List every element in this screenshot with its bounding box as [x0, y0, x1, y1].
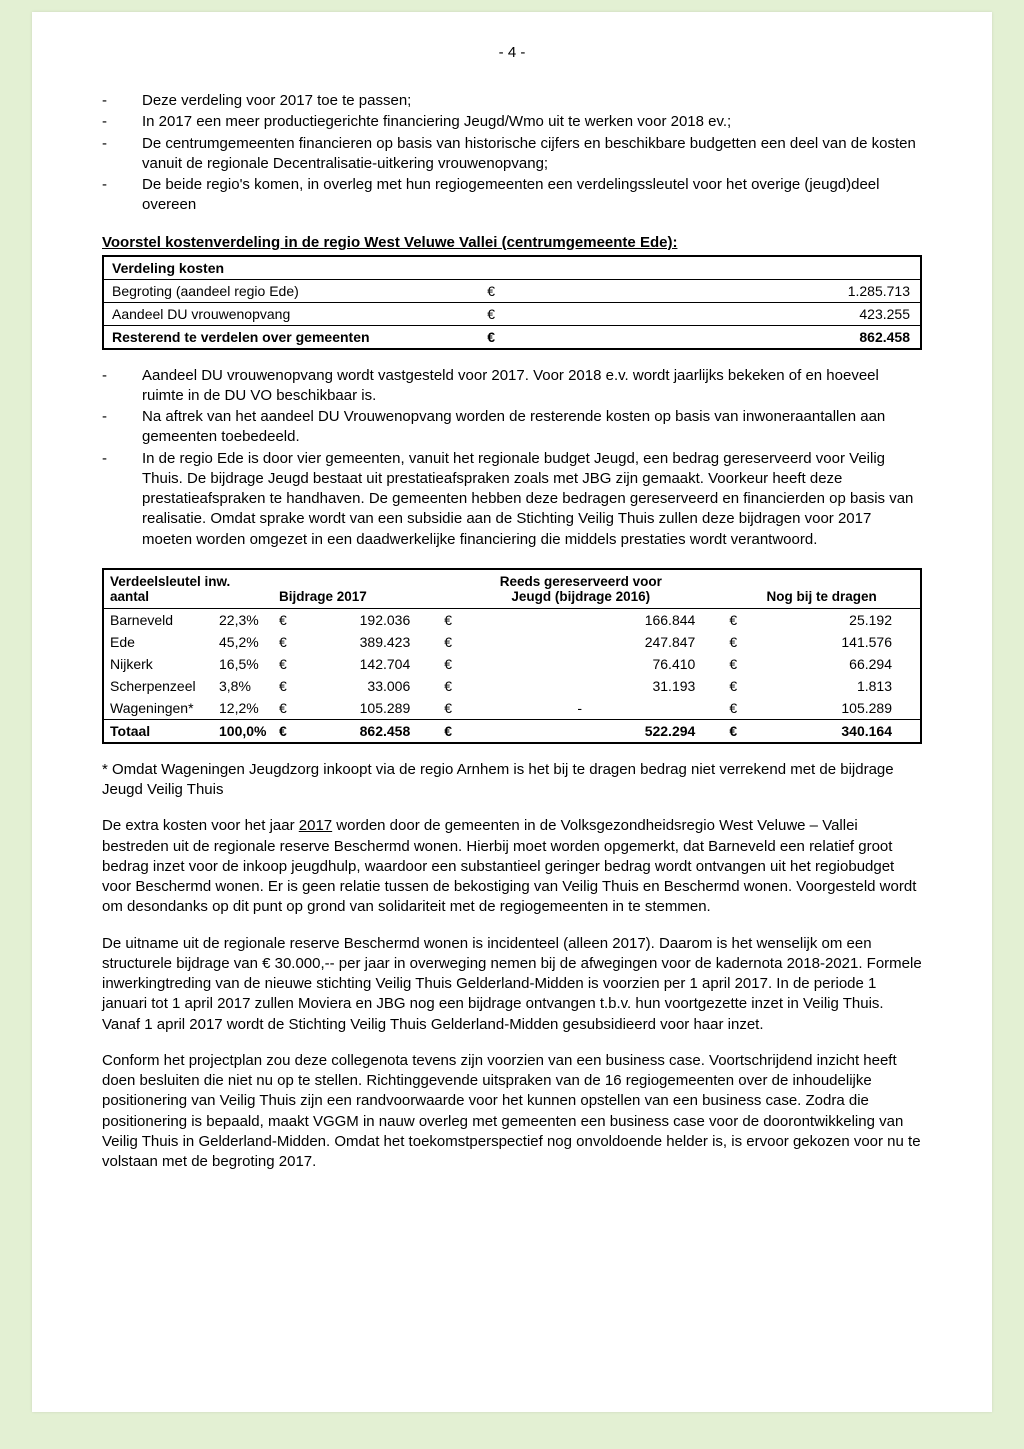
para3-pre: De extra kosten voor het jaar [102, 817, 299, 834]
row-bijdrage: 33.006 [293, 675, 438, 697]
list-item: De centrumgemeenten financieren op basis… [102, 134, 922, 175]
row-bijdrage: 389.423 [293, 631, 438, 653]
table-row: Ede 45,2% € 389.423 € 247.847 € 141.576 [103, 631, 921, 653]
table-row: Wageningen* 12,2% € 105.289 € - € 105.28… [103, 697, 921, 720]
row-currency: € [479, 279, 544, 302]
row-pct: 22,3% [213, 608, 273, 631]
row-nog: 105.289 [743, 697, 921, 720]
table-row: Aandeel DU vrouwenopvang € 423.255 [103, 302, 921, 325]
row-reeds: 166.844 [458, 608, 723, 631]
list-item: De beide regio's komen, in overleg met h… [102, 175, 922, 216]
list-item: Na aftrek van het aandeel DU Vrouwenopva… [102, 407, 922, 448]
table-row: Barneveld 22,3% € 192.036 € 166.844 € 25… [103, 608, 921, 631]
row-cur: € [273, 653, 293, 675]
row-pct: 16,5% [213, 653, 273, 675]
row-name: Barneveld [103, 608, 213, 631]
row-bijdrage: 142.704 [293, 653, 438, 675]
row-cur: € [723, 719, 743, 743]
table-row-total: Totaal 100,0% € 862.458 € 522.294 € 340.… [103, 719, 921, 743]
row-bijdrage: 105.289 [293, 697, 438, 720]
table-row: Begroting (aandeel regio Ede) € 1.285.71… [103, 279, 921, 302]
row-bijdrage: 192.036 [293, 608, 438, 631]
col-bijdrage: Bijdrage 2017 [273, 569, 438, 609]
col-reeds-line1: Reeds gereserveerd voor [500, 574, 662, 589]
list-item: Deze verdeling voor 2017 toe te passen; [102, 91, 922, 111]
row-cur: € [723, 697, 743, 720]
page-number: - 4 - [102, 44, 922, 61]
document-page: - 4 - Deze verdeling voor 2017 toe te pa… [32, 12, 992, 1412]
row-cur: € [438, 631, 458, 653]
verdeel-table: Verdeelsleutel inw. aantal Bijdrage 2017… [102, 568, 922, 744]
row-reeds: 31.193 [458, 675, 723, 697]
row-cur: € [273, 608, 293, 631]
row-nog: 25.192 [743, 608, 921, 631]
row-nog: 1.813 [743, 675, 921, 697]
row-amount: 1.285.713 [545, 279, 921, 302]
col-nog: Nog bij te dragen [723, 569, 921, 609]
bullet-list-top: Deze verdeling voor 2017 toe te passen; … [102, 91, 922, 216]
row-label: Begroting (aandeel regio Ede) [103, 279, 479, 302]
paragraph: De extra kosten voor het jaar 2017 worde… [102, 816, 922, 917]
list-item: Aandeel DU vrouwenopvang wordt vastgeste… [102, 366, 922, 407]
row-currency: € [479, 325, 544, 349]
row-cur: € [438, 719, 458, 743]
kosten-header: Verdeling kosten [103, 256, 921, 280]
row-nog: 141.576 [743, 631, 921, 653]
paragraph: Conform het projectplan zou deze college… [102, 1051, 922, 1173]
kosten-table: Verdeling kosten Begroting (aandeel regi… [102, 255, 922, 350]
row-cur: € [273, 631, 293, 653]
col-reeds: Reeds gereserveerd voor Jeugd (bijdrage … [438, 569, 723, 609]
row-reeds: 247.847 [458, 631, 723, 653]
row-name: Wageningen* [103, 697, 213, 720]
row-name: Ede [103, 631, 213, 653]
para3-year-underlined: 2017 [299, 817, 332, 834]
table-header-row: Verdeelsleutel inw. aantal Bijdrage 2017… [103, 569, 921, 609]
table-row-total: Resterend te verdelen over gemeenten € 8… [103, 325, 921, 349]
row-cur: € [723, 653, 743, 675]
row-cur: € [273, 675, 293, 697]
row-pct: 12,2% [213, 697, 273, 720]
row-cur: € [273, 719, 293, 743]
list-item: In de regio Ede is door vier gemeenten, … [102, 449, 922, 550]
row-bijdrage: 862.458 [293, 719, 438, 743]
row-cur: € [723, 675, 743, 697]
row-nog: 66.294 [743, 653, 921, 675]
row-label: Aandeel DU vrouwenopvang [103, 302, 479, 325]
row-reeds: 76.410 [458, 653, 723, 675]
row-amount: 862.458 [545, 325, 921, 349]
row-pct: 45,2% [213, 631, 273, 653]
table-row: Nijkerk 16,5% € 142.704 € 76.410 € 66.29… [103, 653, 921, 675]
footnote: * Omdat Wageningen Jeugdzorg inkoopt via… [102, 760, 922, 801]
row-name: Scherpenzeel [103, 675, 213, 697]
row-reeds: - [458, 697, 723, 720]
row-nog: 340.164 [743, 719, 921, 743]
col-reeds-line2: Jeugd (bijdrage 2016) [511, 589, 650, 604]
row-cur: € [723, 631, 743, 653]
row-cur: € [273, 697, 293, 720]
row-cur: € [438, 675, 458, 697]
row-amount: 423.255 [545, 302, 921, 325]
row-cur: € [723, 608, 743, 631]
list-item: In 2017 een meer productiegerichte finan… [102, 112, 922, 132]
row-pct: 100,0% [213, 719, 273, 743]
section-heading: Voorstel kostenverdeling in de regio Wes… [102, 234, 922, 251]
row-cur: € [438, 653, 458, 675]
table-row: Scherpenzeel 3,8% € 33.006 € 31.193 € 1.… [103, 675, 921, 697]
row-currency: € [479, 302, 544, 325]
bullet-list-mid: Aandeel DU vrouwenopvang wordt vastgeste… [102, 366, 922, 550]
row-reeds: 522.294 [458, 719, 723, 743]
paragraph: De uitname uit de regionale reserve Besc… [102, 934, 922, 1035]
row-pct: 3,8% [213, 675, 273, 697]
row-cur: € [438, 608, 458, 631]
row-cur: € [438, 697, 458, 720]
row-name: Totaal [103, 719, 213, 743]
col-verdeelsleutel: Verdeelsleutel inw. aantal [103, 569, 273, 609]
row-name: Nijkerk [103, 653, 213, 675]
row-label: Resterend te verdelen over gemeenten [103, 325, 479, 349]
